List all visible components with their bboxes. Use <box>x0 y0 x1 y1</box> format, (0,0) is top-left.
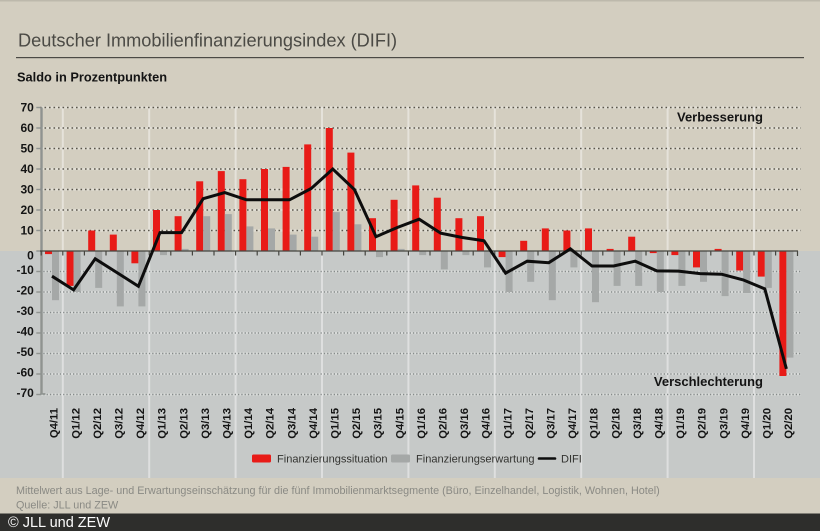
svg-text:Q1/20: Q1/20 <box>762 408 774 439</box>
svg-text:Q1/14: Q1/14 <box>243 407 255 438</box>
svg-text:Q4/14: Q4/14 <box>308 407 320 438</box>
svg-text:Q4/18: Q4/18 <box>654 408 666 439</box>
svg-text:10: 10 <box>20 224 34 238</box>
svg-text:Q2/19: Q2/19 <box>697 408 709 439</box>
svg-text:Q4/12: Q4/12 <box>135 408 147 439</box>
svg-text:Verbesserung: Verbesserung <box>677 110 763 125</box>
svg-text:Q1/19: Q1/19 <box>675 408 687 439</box>
svg-text:Q1/18: Q1/18 <box>589 408 601 439</box>
svg-text:Q3/18: Q3/18 <box>632 408 644 439</box>
svg-text:70: 70 <box>20 101 34 115</box>
svg-text:0: 0 <box>27 249 34 263</box>
svg-text:Q2/13: Q2/13 <box>178 408 190 439</box>
svg-text:Q4/17: Q4/17 <box>567 408 579 439</box>
svg-text:DIFI: DIFI <box>561 454 582 466</box>
svg-text:40: 40 <box>20 162 34 176</box>
svg-text:Q2/20: Q2/20 <box>783 408 795 439</box>
svg-text:Q2/15: Q2/15 <box>351 408 363 439</box>
svg-text:-20: -20 <box>16 283 34 297</box>
svg-text:20: 20 <box>20 203 34 217</box>
svg-text:Q3/14: Q3/14 <box>286 407 298 438</box>
svg-text:50: 50 <box>20 142 34 156</box>
svg-text:Q3/12: Q3/12 <box>114 408 126 439</box>
svg-text:Q4/11: Q4/11 <box>49 408 61 438</box>
svg-text:-60: -60 <box>16 365 34 379</box>
svg-text:Q2/17: Q2/17 <box>524 408 536 439</box>
svg-text:60: 60 <box>20 121 34 135</box>
svg-text:Q1/13: Q1/13 <box>157 408 169 439</box>
svg-text:Q2/14: Q2/14 <box>265 407 277 438</box>
svg-text:Q4/16: Q4/16 <box>481 408 493 439</box>
svg-text:30: 30 <box>20 183 34 197</box>
svg-text:-50: -50 <box>16 345 34 359</box>
svg-text:-70: -70 <box>16 386 34 400</box>
svg-text:Finanzierungserwartung: Finanzierungserwartung <box>416 454 535 466</box>
svg-text:Verschlechterung: Verschlechterung <box>654 374 763 389</box>
svg-text:Q2/16: Q2/16 <box>438 408 450 439</box>
svg-text:Deutscher Immobilienfinanzieru: Deutscher Immobilienfinanzierungsindex (… <box>18 30 397 50</box>
svg-text:Q1/15: Q1/15 <box>330 408 342 439</box>
svg-text:Saldo in Prozentpunkten: Saldo in Prozentpunkten <box>17 69 167 84</box>
svg-text:-40: -40 <box>16 324 34 338</box>
svg-text:-30: -30 <box>16 304 34 318</box>
svg-text:Q4/15: Q4/15 <box>394 408 406 439</box>
svg-text:Finanzierungssituation: Finanzierungssituation <box>277 454 388 466</box>
svg-text:Q3/17: Q3/17 <box>546 408 558 439</box>
svg-text:Q3/19: Q3/19 <box>718 408 730 439</box>
svg-text:Quelle: JLL und ZEW: Quelle: JLL und ZEW <box>16 500 119 512</box>
svg-text:-10: -10 <box>16 263 34 277</box>
svg-text:Q3/16: Q3/16 <box>459 408 471 439</box>
svg-text:Q2/18: Q2/18 <box>610 408 622 439</box>
svg-text:Q3/15: Q3/15 <box>373 408 385 439</box>
svg-text:Mittelwert aus Lage- und Erwar: Mittelwert aus Lage- und Erwartungseinsc… <box>16 485 660 497</box>
svg-text:Q4/19: Q4/19 <box>740 408 752 439</box>
svg-text:Q4/13: Q4/13 <box>222 408 234 439</box>
svg-text:Q2/12: Q2/12 <box>92 408 104 439</box>
svg-text:Q1/12: Q1/12 <box>70 408 82 439</box>
svg-text:Q1/17: Q1/17 <box>502 408 514 439</box>
svg-text:Q3/13: Q3/13 <box>200 408 212 439</box>
svg-text:© JLL und ZEW: © JLL und ZEW <box>8 515 110 531</box>
svg-text:Q1/16: Q1/16 <box>416 408 428 439</box>
